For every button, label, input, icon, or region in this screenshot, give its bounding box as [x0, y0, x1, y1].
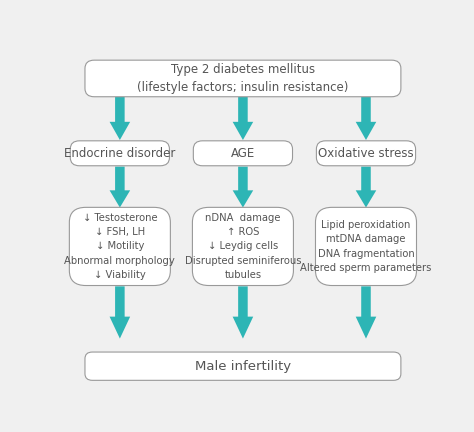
Polygon shape	[233, 97, 253, 140]
Text: Male infertility: Male infertility	[195, 360, 291, 373]
Text: nDNA  damage
↑ ROS
↓ Leydig cells
Disrupted seminiferous
tubules: nDNA damage ↑ ROS ↓ Leydig cells Disrupt…	[185, 213, 301, 280]
FancyBboxPatch shape	[70, 141, 170, 166]
Polygon shape	[109, 167, 130, 207]
Text: AGE: AGE	[231, 147, 255, 160]
FancyBboxPatch shape	[316, 207, 417, 286]
Polygon shape	[356, 97, 376, 140]
FancyBboxPatch shape	[193, 141, 292, 166]
FancyBboxPatch shape	[192, 207, 293, 286]
FancyBboxPatch shape	[69, 207, 170, 286]
Text: Endocrine disorder: Endocrine disorder	[64, 147, 175, 160]
Polygon shape	[356, 167, 376, 207]
Text: Oxidative stress: Oxidative stress	[318, 147, 414, 160]
Polygon shape	[233, 286, 253, 339]
Text: ↓ Testosterone
↓ FSH, LH
↓ Motility
Abnormal morphology
↓ Viability: ↓ Testosterone ↓ FSH, LH ↓ Motility Abno…	[64, 213, 175, 280]
Polygon shape	[109, 286, 130, 339]
FancyBboxPatch shape	[316, 141, 416, 166]
Polygon shape	[109, 97, 130, 140]
Text: Type 2 diabetes mellitus
(lifestyle factors; insulin resistance): Type 2 diabetes mellitus (lifestyle fact…	[137, 63, 348, 94]
Text: Lipid peroxidation
mtDNA damage
DNA fragmentation
Altered sperm parameters: Lipid peroxidation mtDNA damage DNA frag…	[301, 220, 432, 273]
Polygon shape	[233, 167, 253, 207]
FancyBboxPatch shape	[85, 352, 401, 380]
FancyBboxPatch shape	[85, 60, 401, 97]
Polygon shape	[356, 286, 376, 339]
